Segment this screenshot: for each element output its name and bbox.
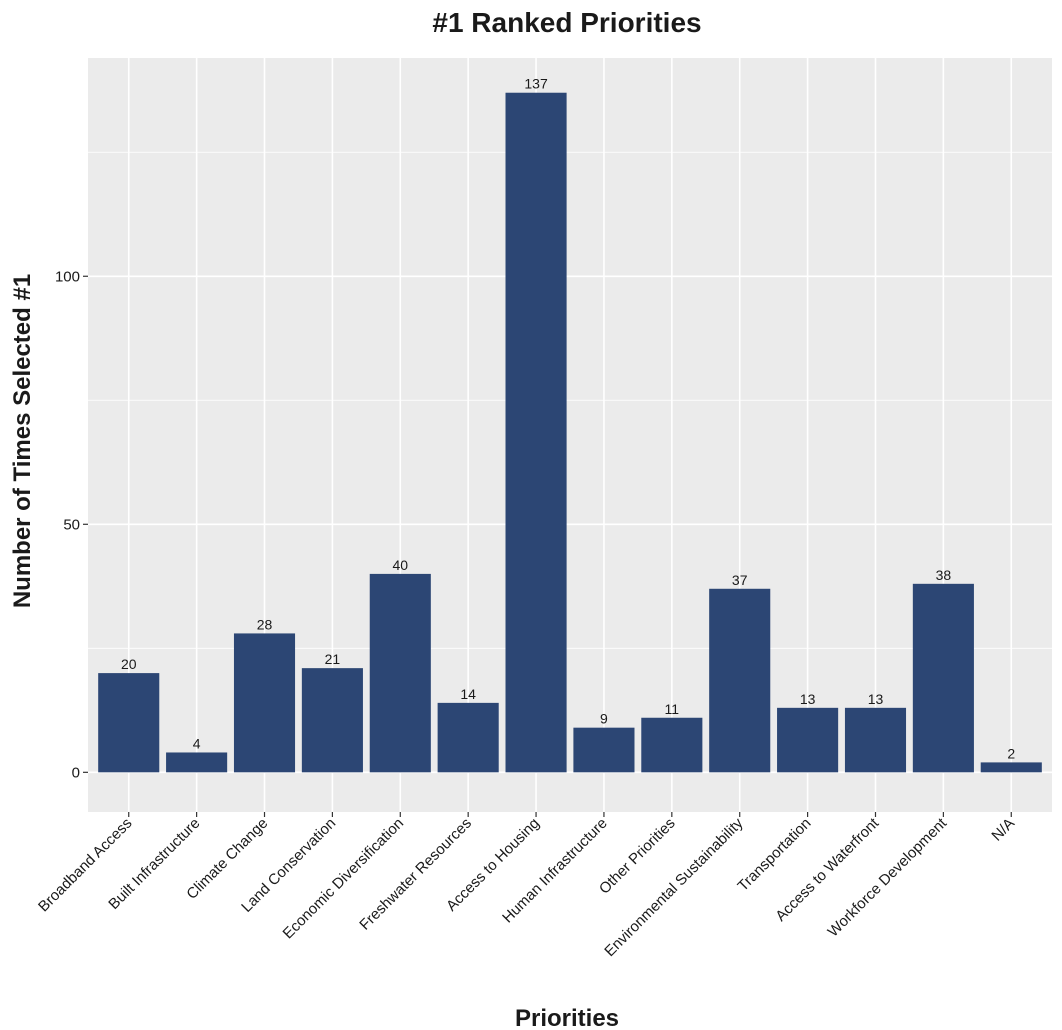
y-tick-label: 100 [55, 268, 80, 285]
bar [301, 668, 363, 773]
data-label: 4 [193, 735, 201, 751]
data-label: 13 [800, 691, 816, 707]
data-label: 9 [600, 711, 608, 727]
y-axis-title: Number of Times Selected #1 [9, 274, 36, 608]
x-tick-label: Environmental Sustainability [601, 814, 747, 960]
bar-series [98, 92, 1042, 773]
plot-panel [88, 58, 1052, 812]
x-tick-label: Economic Diversification [280, 815, 408, 943]
bar [641, 717, 703, 773]
data-label: 20 [121, 656, 137, 672]
bar [369, 573, 431, 773]
x-tick-label: Freshwater Resources [356, 815, 475, 934]
bar [912, 583, 974, 773]
data-label: 14 [460, 686, 476, 702]
bar [777, 707, 839, 773]
x-axis-title: Priorities [515, 1005, 619, 1030]
data-label: 13 [868, 691, 884, 707]
y-tick-label: 50 [63, 516, 80, 533]
data-labels: 20 4 28 21 40 14 137 9 11 37 13 13 38 2 [121, 76, 1015, 762]
x-tick-label: N/A [988, 815, 1018, 845]
data-label: 21 [325, 651, 341, 667]
bar [709, 588, 771, 773]
data-label: 11 [665, 701, 680, 717]
chart-title: #1 Ranked Priorities [432, 7, 701, 38]
data-label: 37 [732, 572, 748, 588]
x-tick-label: Workforce Development [825, 814, 951, 940]
bar [573, 727, 635, 773]
bar [844, 707, 907, 773]
bar [98, 673, 160, 773]
bar [233, 633, 296, 773]
bar [505, 92, 567, 773]
bar [166, 752, 228, 773]
y-axis: 0 50 100 [55, 268, 88, 781]
data-label: 40 [392, 557, 408, 573]
bar [980, 762, 1042, 773]
data-label: 137 [524, 76, 548, 92]
data-label: 2 [1007, 745, 1015, 761]
data-label: 38 [936, 567, 952, 583]
y-tick-label: 0 [72, 764, 80, 781]
bar [437, 702, 499, 773]
data-label: 28 [257, 616, 273, 632]
